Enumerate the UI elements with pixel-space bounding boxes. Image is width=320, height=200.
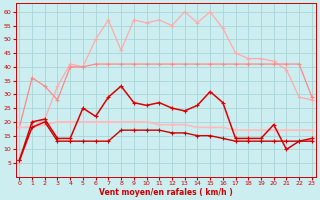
X-axis label: Vent moyen/en rafales ( km/h ): Vent moyen/en rafales ( km/h ) bbox=[99, 188, 232, 197]
